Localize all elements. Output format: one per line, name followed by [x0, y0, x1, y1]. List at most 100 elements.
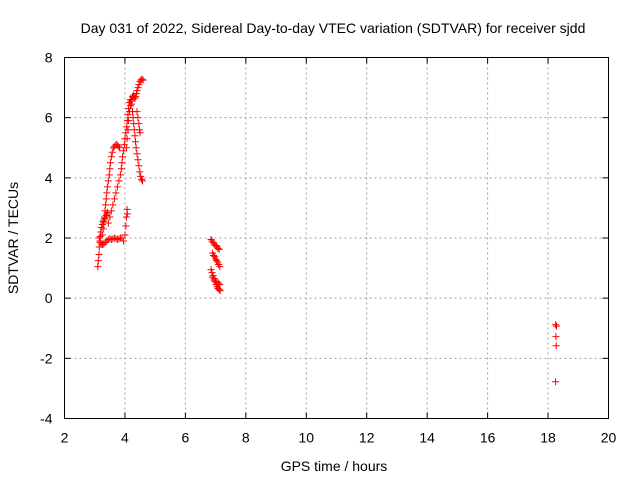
- data-point: [216, 287, 224, 295]
- data-point: [94, 257, 102, 265]
- data-point: [116, 171, 124, 179]
- data-point: [133, 150, 141, 158]
- data-point: [139, 76, 147, 84]
- data-point: [210, 276, 218, 284]
- data-point: [131, 132, 139, 140]
- x-axis-label: GPS time / hours: [281, 458, 388, 474]
- data-point: [552, 333, 560, 341]
- data-point: [113, 236, 121, 244]
- data-point: [116, 144, 124, 152]
- data-point: [112, 189, 120, 197]
- data-point: [137, 172, 145, 180]
- data-point: [135, 120, 143, 128]
- data-point: [118, 159, 126, 167]
- data-point: [119, 147, 127, 155]
- y-tick-label: 8: [45, 50, 53, 66]
- x-tick-label: 18: [540, 430, 556, 446]
- y-axis-label: SDTVAR / TECUs: [5, 182, 21, 294]
- data-point: [103, 189, 111, 197]
- data-point: [133, 87, 141, 95]
- x-tick-label: 10: [298, 430, 314, 446]
- data-point: [132, 138, 140, 146]
- data-point: [124, 126, 132, 134]
- data-point: [119, 237, 127, 245]
- data-point: [107, 207, 115, 215]
- data-point: [126, 102, 134, 110]
- data-point: [109, 201, 117, 209]
- grid: [64, 57, 609, 419]
- data-point: [98, 231, 106, 239]
- chart-title: Day 031 of 2022, Sidereal Day-to-day VTE…: [81, 20, 586, 36]
- x-tick-label: 14: [419, 430, 435, 446]
- data-point: [99, 225, 107, 233]
- data-point: [102, 195, 110, 203]
- x-tick-label: 6: [181, 430, 189, 446]
- data-point: [104, 219, 112, 227]
- data-point: [107, 236, 115, 244]
- data-point: [95, 251, 103, 259]
- data-point: [97, 223, 105, 231]
- data-point: [94, 263, 102, 271]
- data-point: [125, 117, 133, 125]
- data-point: [102, 211, 110, 219]
- data-point: [102, 201, 110, 209]
- data-point: [123, 123, 131, 131]
- data-point: [209, 272, 217, 280]
- y-tick-label: 6: [45, 110, 53, 126]
- data-point: [107, 153, 115, 161]
- data-points: [94, 75, 561, 386]
- x-tick-label: 4: [121, 430, 129, 446]
- data-point: [104, 177, 112, 185]
- data-point: [108, 148, 116, 156]
- data-point: [215, 286, 223, 294]
- data-point: [216, 263, 224, 271]
- data-point: [123, 135, 131, 143]
- data-point: [138, 75, 146, 83]
- data-point: [134, 114, 142, 122]
- data-point: [122, 213, 130, 221]
- data-point: [101, 207, 109, 215]
- data-point: [110, 234, 118, 242]
- data-point: [135, 162, 143, 170]
- data-point: [99, 217, 107, 225]
- data-point: [207, 266, 215, 274]
- data-point: [115, 177, 123, 185]
- data-point: [119, 153, 127, 161]
- data-point: [552, 321, 560, 329]
- data-point: [135, 126, 143, 134]
- data-point: [127, 97, 135, 105]
- data-point: [100, 240, 108, 248]
- data-point: [125, 105, 133, 113]
- data-point: [553, 322, 561, 330]
- data-point: [552, 342, 560, 350]
- data-point: [113, 183, 121, 191]
- data-point: [122, 222, 130, 230]
- data-point: [135, 81, 143, 89]
- data-point: [215, 245, 223, 253]
- data-point: [216, 281, 224, 289]
- data-point: [209, 273, 217, 281]
- data-point: [101, 239, 109, 247]
- x-tick-label: 2: [61, 430, 69, 446]
- data-point: [115, 235, 123, 243]
- data-point: [114, 142, 122, 150]
- data-point: [132, 93, 140, 101]
- axis-ticks: 2 4 6 8 10 12 14 16 18 20 -4 -2 0 2 4 6 8: [40, 50, 616, 446]
- data-point: [213, 257, 221, 265]
- data-point: [122, 144, 130, 152]
- x-tick-label: 16: [480, 430, 496, 446]
- data-point: [138, 175, 146, 183]
- y-tick-label: -2: [40, 350, 53, 366]
- data-point: [106, 159, 114, 167]
- data-point: [136, 168, 144, 176]
- data-point: [103, 183, 111, 191]
- data-point: [209, 239, 217, 247]
- data-point: [98, 220, 106, 228]
- x-tick-label: 8: [242, 430, 250, 446]
- data-point: [215, 279, 223, 287]
- y-tick-label: 0: [45, 290, 53, 306]
- data-point: [106, 213, 114, 221]
- data-point: [214, 245, 222, 253]
- x-tick-label: 20: [601, 430, 617, 446]
